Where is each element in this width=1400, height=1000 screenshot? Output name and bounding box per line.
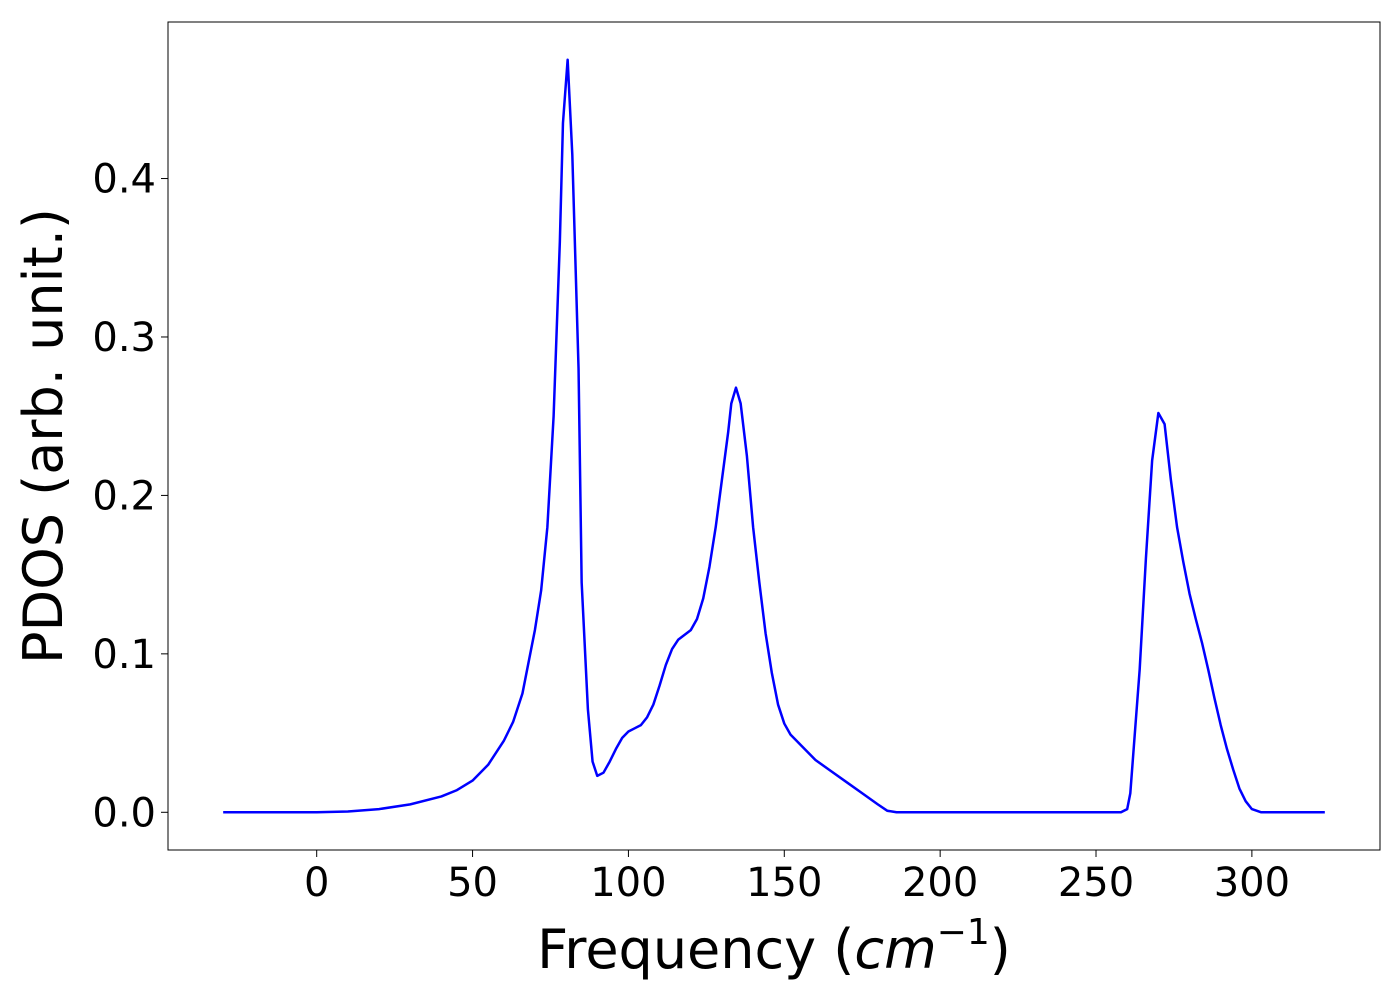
x-label-text: ) xyxy=(990,918,1011,981)
x-tick-label: 100 xyxy=(590,860,666,906)
y-tick-label: 0.1 xyxy=(92,632,156,678)
x-tick-label: 0 xyxy=(304,860,329,906)
x-tick-label: 150 xyxy=(746,860,822,906)
x-tick-label: 200 xyxy=(902,860,978,906)
x-axis-label: Frequency (cm−1) xyxy=(537,912,1011,981)
y-axis-label: PDOS (arb. unit.) xyxy=(12,208,75,664)
x-label-text: Frequency ( xyxy=(537,918,854,981)
plot-frame xyxy=(167,21,1381,851)
x-label-unit: cm xyxy=(854,918,936,981)
x-tick-label: 250 xyxy=(1058,860,1134,906)
x-label-exponent: −1 xyxy=(937,912,990,953)
data-line xyxy=(223,58,1325,814)
y-tick-label: 0.0 xyxy=(92,790,156,836)
x-tick-label: 50 xyxy=(447,860,498,906)
x-tick-label: 300 xyxy=(1214,860,1290,906)
y-tick-label: 0.2 xyxy=(92,473,156,519)
y-tick-label: 0.4 xyxy=(92,157,156,203)
y-tick-label: 0.3 xyxy=(92,315,156,361)
